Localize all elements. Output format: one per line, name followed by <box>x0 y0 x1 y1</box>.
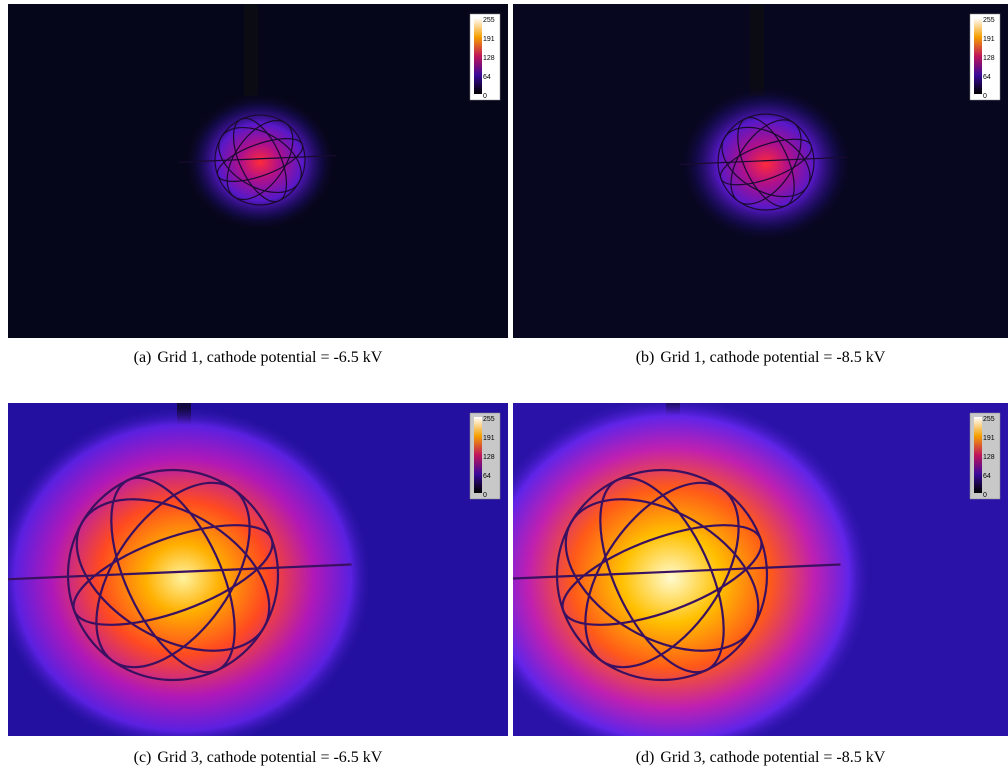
colorbar-tick-label: 255 <box>483 17 495 24</box>
grid-ring <box>226 119 294 201</box>
colorbar-tick-label: 128 <box>483 454 495 461</box>
grid-ring <box>599 476 725 674</box>
caption: (d) Grid 3, cathode potential = -8.5 kV <box>636 749 886 766</box>
colorbar-tick-label: 191 <box>483 36 495 43</box>
colorbar-tick-label: 128 <box>983 55 995 62</box>
grid-wires <box>513 468 841 682</box>
grid-ring <box>721 126 811 198</box>
colorbar-tick-label: 191 <box>983 435 995 442</box>
grid-ring <box>216 138 304 182</box>
colorbar-tick-label: 0 <box>483 492 487 499</box>
grid-ring <box>218 126 302 194</box>
caption-text: Grid 1, cathode potential = -8.5 kV <box>660 349 885 366</box>
caption-label: (a) <box>134 349 152 366</box>
colorbar-gradient <box>474 417 482 493</box>
colorbar-tick-label: 191 <box>483 435 495 442</box>
caption-label: (b) <box>636 349 655 366</box>
colorbar-tick-label: 128 <box>983 454 995 461</box>
grid-wire <box>513 563 841 580</box>
colorbar-tick-label: 255 <box>983 416 995 423</box>
grid-wire <box>178 154 337 163</box>
grid-ring <box>95 481 251 669</box>
colorbar-tick-label: 128 <box>483 55 495 62</box>
photo <box>8 403 508 736</box>
image-panel: 255 191 128 64 0 <box>8 4 508 338</box>
photo <box>8 4 508 338</box>
caption: (c) Grid 3, cathode potential = -6.5 kV <box>134 749 383 766</box>
caption-text: Grid 1, cathode potential = -6.5 kV <box>157 349 382 366</box>
grid-ring <box>717 113 815 211</box>
colorbar-tick-label: 64 <box>483 74 491 81</box>
caption: (a) Grid 1, cathode potential = -6.5 kV <box>134 349 383 366</box>
caption-label: (d) <box>636 749 655 766</box>
grid-ring <box>214 114 306 206</box>
colorbar-gradient <box>974 417 982 493</box>
colorbar-tick-label: 64 <box>983 74 991 81</box>
grid-wire <box>8 563 352 581</box>
grid-wires <box>8 468 352 682</box>
grid-wires <box>178 114 337 206</box>
photo <box>513 403 1008 736</box>
grid-ring <box>110 476 236 674</box>
grid-ring <box>584 481 740 669</box>
image-panel: 255 191 128 64 0 <box>513 4 1008 338</box>
colorbar: 255 191 128 64 0 <box>969 412 1001 500</box>
colorbar-tick-label: 64 <box>983 473 991 480</box>
grid-wire <box>679 156 848 165</box>
grid-wires <box>679 113 848 211</box>
colorbar: 255 191 128 64 0 <box>469 13 501 101</box>
colorbar-tick-label: 0 <box>983 492 987 499</box>
colorbar-tick-label: 255 <box>483 416 495 423</box>
colorbar-tick-label: 255 <box>983 17 995 24</box>
grid-ring <box>561 524 763 626</box>
grid-ring <box>564 498 760 652</box>
colorbar-gradient <box>474 18 482 94</box>
grid-ring <box>719 138 813 186</box>
glow <box>513 403 869 736</box>
feedthrough <box>244 4 258 96</box>
glow <box>678 84 854 244</box>
grid-ring <box>737 116 795 208</box>
grid-ring <box>75 498 271 652</box>
grid-ring <box>72 524 274 626</box>
photo <box>513 4 1008 338</box>
colorbar-tick-label: 191 <box>983 36 995 43</box>
grid-ring <box>730 119 802 205</box>
grid-ring <box>555 468 769 682</box>
image-panel: 255 191 128 64 0 <box>8 403 508 736</box>
colorbar-gradient <box>974 18 982 94</box>
colorbar: 255 191 128 64 0 <box>969 13 1001 101</box>
glow <box>183 92 337 232</box>
grid-ring <box>232 117 288 203</box>
colorbar-tick-label: 64 <box>483 473 491 480</box>
image-panel: 255 191 128 64 0 <box>513 403 1008 736</box>
caption: (b) Grid 1, cathode potential = -8.5 kV <box>636 349 886 366</box>
caption-text: Grid 3, cathode potential = -6.5 kV <box>157 749 382 766</box>
feedthrough <box>750 4 764 96</box>
caption-text: Grid 3, cathode potential = -8.5 kV <box>660 749 885 766</box>
colorbar-tick-label: 0 <box>983 93 987 100</box>
colorbar-tick-label: 0 <box>483 93 487 100</box>
caption-label: (c) <box>134 749 152 766</box>
colorbar: 255 191 128 64 0 <box>469 412 501 500</box>
grid-ring <box>66 468 280 682</box>
